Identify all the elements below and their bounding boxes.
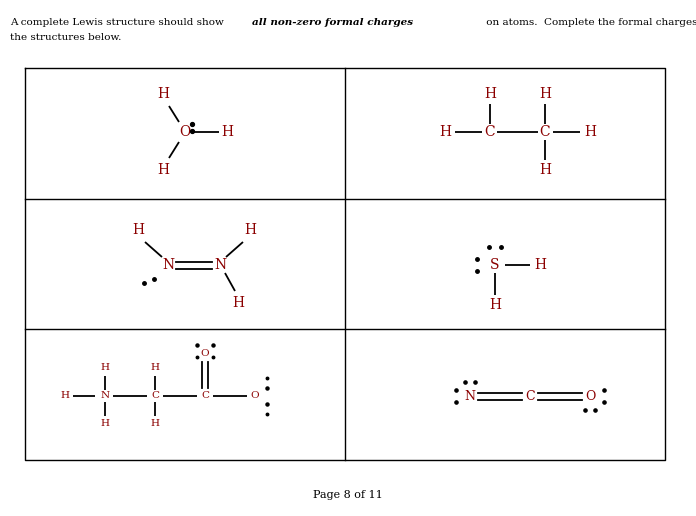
Text: H: H: [232, 296, 244, 310]
Text: H: H: [244, 223, 256, 237]
Text: H: H: [157, 163, 169, 177]
Text: C: C: [539, 125, 551, 139]
Text: C: C: [484, 125, 496, 139]
Text: O: O: [585, 390, 595, 402]
Text: H: H: [61, 392, 70, 400]
Text: H: H: [484, 87, 496, 101]
Text: H: H: [539, 87, 551, 101]
Text: O: O: [251, 392, 260, 400]
Text: on atoms.  Complete the formal charges on: on atoms. Complete the formal charges on: [483, 18, 696, 27]
Text: S: S: [490, 258, 500, 272]
Text: all non-zero formal charges: all non-zero formal charges: [252, 18, 413, 27]
Text: C: C: [201, 392, 209, 400]
Text: C: C: [525, 390, 535, 402]
Text: H: H: [584, 125, 596, 139]
Text: H: H: [100, 420, 109, 428]
Text: O: O: [200, 349, 209, 359]
Text: A complete Lewis structure should show: A complete Lewis structure should show: [10, 18, 227, 27]
Text: H: H: [132, 223, 144, 237]
Text: N: N: [214, 258, 226, 272]
Text: N: N: [162, 258, 174, 272]
Text: H: H: [150, 420, 159, 428]
Text: N: N: [464, 390, 475, 402]
Text: H: H: [539, 163, 551, 177]
Text: C: C: [151, 392, 159, 400]
Text: H: H: [439, 125, 451, 139]
Text: the structures below.: the structures below.: [10, 33, 121, 42]
Text: H: H: [150, 363, 159, 373]
Text: H: H: [100, 363, 109, 373]
Text: N: N: [100, 392, 109, 400]
Text: H: H: [489, 298, 501, 312]
Text: O: O: [180, 125, 191, 139]
Text: H: H: [157, 87, 169, 101]
Text: Page 8 of 11: Page 8 of 11: [313, 490, 383, 500]
Text: H: H: [534, 258, 546, 272]
Text: H: H: [221, 125, 233, 139]
